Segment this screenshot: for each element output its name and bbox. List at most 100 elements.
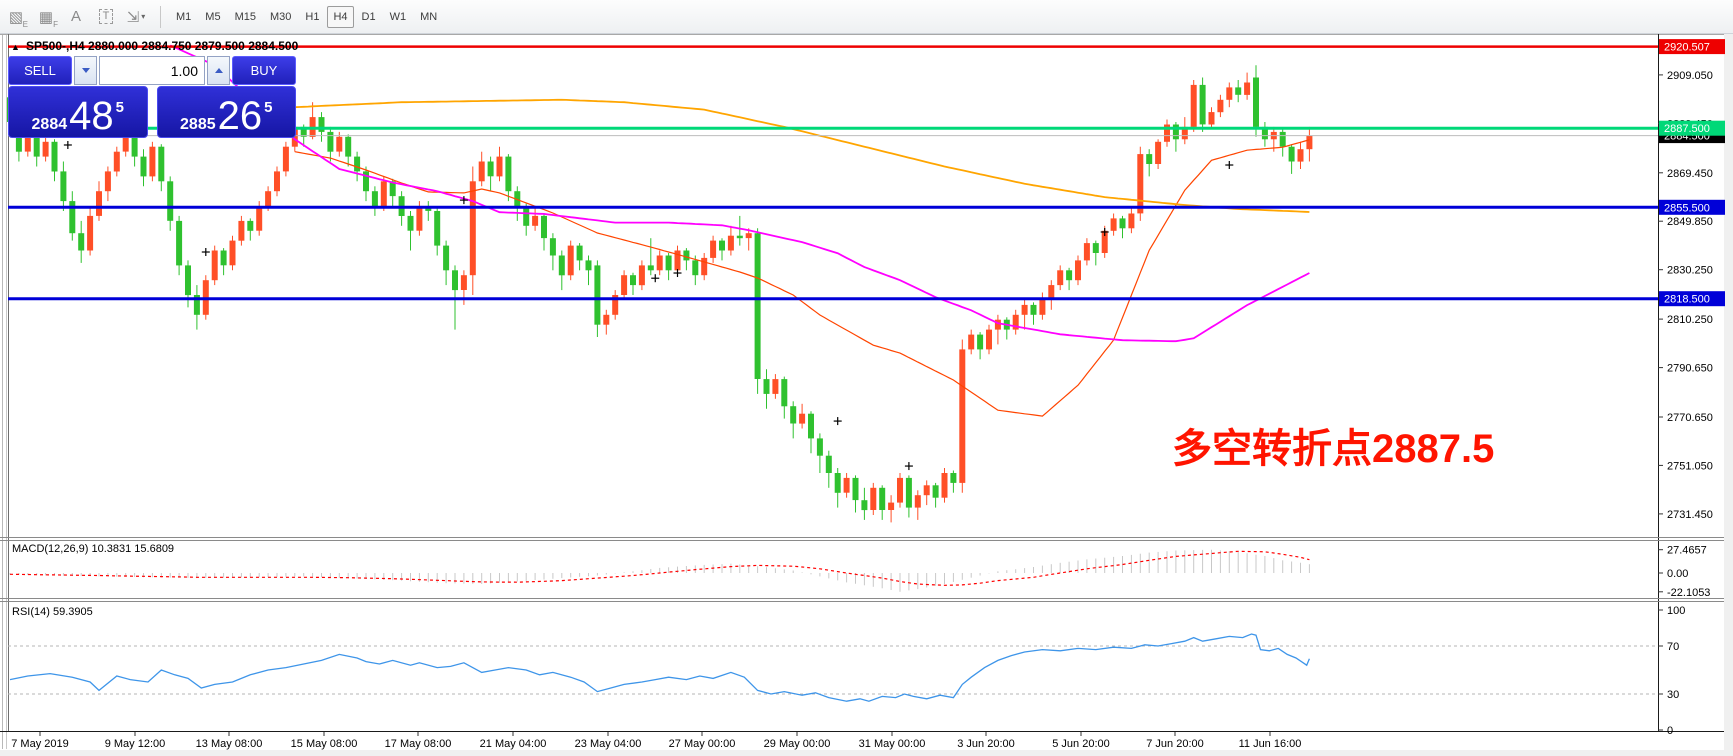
candlestick-body [861, 500, 868, 511]
price-tick-label: 2770.650 [1667, 412, 1713, 424]
sell-price-sup: 5 [115, 99, 124, 116]
candlestick-body [754, 233, 761, 379]
rsi-line [9, 633, 1311, 702]
buy-price-box[interactable]: 2885 26 5 [156, 86, 296, 138]
collapse-arrow-icon[interactable]: ▲ [11, 42, 20, 52]
candlestick-body [416, 206, 423, 231]
macd-indicator-label: MACD(12,26,9) 10.3831 15.6809 [12, 543, 174, 555]
candlestick-body [1048, 285, 1055, 298]
candlestick-body [994, 319, 1001, 330]
candlestick-body [834, 473, 841, 493]
time-tick-label: 5 Jun 20:00 [1052, 738, 1110, 750]
candlestick-body [950, 473, 957, 483]
time-tick-label: 29 May 00:00 [764, 738, 831, 750]
timeframe-m5[interactable]: M5 [199, 6, 226, 28]
sell-price-big: 48 [69, 94, 114, 139]
timeframe-m1[interactable]: M1 [170, 6, 197, 28]
candlestick-body [799, 413, 806, 424]
candlestick-body [318, 117, 325, 132]
candlestick-body [674, 250, 681, 271]
candlestick-body [683, 250, 690, 261]
candlestick-body [621, 275, 628, 295]
timeframe-h1[interactable]: H1 [299, 6, 325, 28]
timeframe-w1[interactable]: W1 [384, 6, 413, 28]
sell-button[interactable]: SELL [8, 56, 72, 85]
candlestick-body [701, 257, 708, 276]
candlestick-body [781, 379, 788, 407]
price-axis: 2909.0502889.4502869.4502849.8502830.250… [1658, 39, 1725, 737]
timeframe-d1[interactable]: D1 [356, 6, 382, 28]
candlestick-body [719, 240, 725, 251]
timeframe-m15[interactable]: M15 [229, 6, 262, 28]
sell-price-box[interactable]: 2884 48 5 [8, 86, 148, 138]
candlestick-body [1030, 304, 1037, 315]
candlestick-body [1066, 270, 1073, 281]
candlestick-body [594, 265, 601, 325]
rsi-tick-label: 0 [1667, 725, 1673, 737]
candlestick-body [345, 136, 352, 157]
candlestick-body [727, 235, 734, 251]
buy-button[interactable]: BUY [232, 56, 296, 85]
candlestick-body [897, 477, 903, 503]
candlestick-body [380, 181, 387, 206]
time-tick-label: 7 Jun 20:00 [1146, 738, 1204, 750]
candlestick-body [790, 406, 797, 424]
volume-decrease-button[interactable] [74, 56, 97, 85]
candlestick-body [24, 136, 31, 152]
candlestick-body [816, 438, 823, 456]
sell-price-stem: 2884 [31, 116, 68, 133]
candlestick-body [1119, 218, 1126, 229]
candlestick-body [1128, 213, 1135, 229]
grid-icon[interactable]: ▦ F [38, 8, 58, 29]
toolbar: ▧ E ▦ F A T ⇲ ▾ M1 M5 M15 M30 H1 H4 D1 W1 MN [0, 0, 1733, 34]
candlestick-body [1012, 314, 1019, 330]
volume-input[interactable] [99, 56, 205, 85]
candlestick-body [567, 245, 574, 276]
toolbar-icons: ▧ E ▦ F A T ⇲ ▾ [0, 4, 150, 30]
time-tick-label: 15 May 08:00 [291, 738, 358, 750]
time-tick-label: 7 May 2019 [11, 738, 68, 750]
price-tick-label: 2909.050 [1667, 70, 1713, 82]
candlestick-body [78, 233, 85, 251]
price-badge-label: 2818.500 [1664, 294, 1710, 306]
time-tick-label: 9 May 12:00 [105, 738, 166, 750]
candlestick-body [247, 220, 254, 231]
candlestick-body [541, 215, 547, 239]
price-badge-label: 2855.500 [1664, 202, 1710, 214]
price-tick-label: 2849.850 [1667, 216, 1713, 228]
rsi-tick-label: 30 [1667, 689, 1679, 701]
candlestick-body [968, 334, 975, 350]
ma-slow-line [294, 98, 1310, 213]
time-tick-label: 21 May 04:00 [480, 738, 547, 750]
candlestick-body [1208, 112, 1215, 125]
volume-increase-button[interactable] [207, 56, 230, 85]
candlestick-body [469, 181, 476, 276]
text-label-icon[interactable]: A [70, 8, 81, 25]
candlestick-body [558, 255, 565, 276]
timeframe-m30[interactable]: M30 [264, 6, 297, 28]
window-right-edge [1724, 33, 1733, 756]
candlestick-body [647, 265, 654, 271]
candlestick-body [1235, 87, 1242, 95]
candlestick-body [870, 487, 877, 510]
rsi-tick-label: 70 [1667, 641, 1679, 653]
timeframe-mn[interactable]: MN [414, 6, 443, 28]
timeframe-h4[interactable]: H4 [327, 5, 354, 28]
candlestick-body [1155, 141, 1162, 164]
pane-frames [0, 34, 1724, 732]
candlestick-body [176, 220, 183, 266]
indicators-icon[interactable]: ▧ E [8, 8, 28, 29]
candlestick-body [1226, 87, 1233, 100]
candlestick-body [576, 245, 583, 261]
candlestick-body [1172, 124, 1179, 140]
candlestick-body [1244, 82, 1251, 95]
candlestick-body [1199, 84, 1206, 125]
candlestick-body [1083, 243, 1090, 261]
candlestick-body [487, 161, 494, 177]
macd-signal-line [9, 550, 1310, 586]
macd-tick-label: 27.4657 [1667, 545, 1707, 557]
objects-list-icon[interactable]: ⇲ ▾ [126, 8, 146, 26]
candlestick-body [300, 126, 307, 137]
text-box-icon[interactable]: T [92, 4, 120, 30]
